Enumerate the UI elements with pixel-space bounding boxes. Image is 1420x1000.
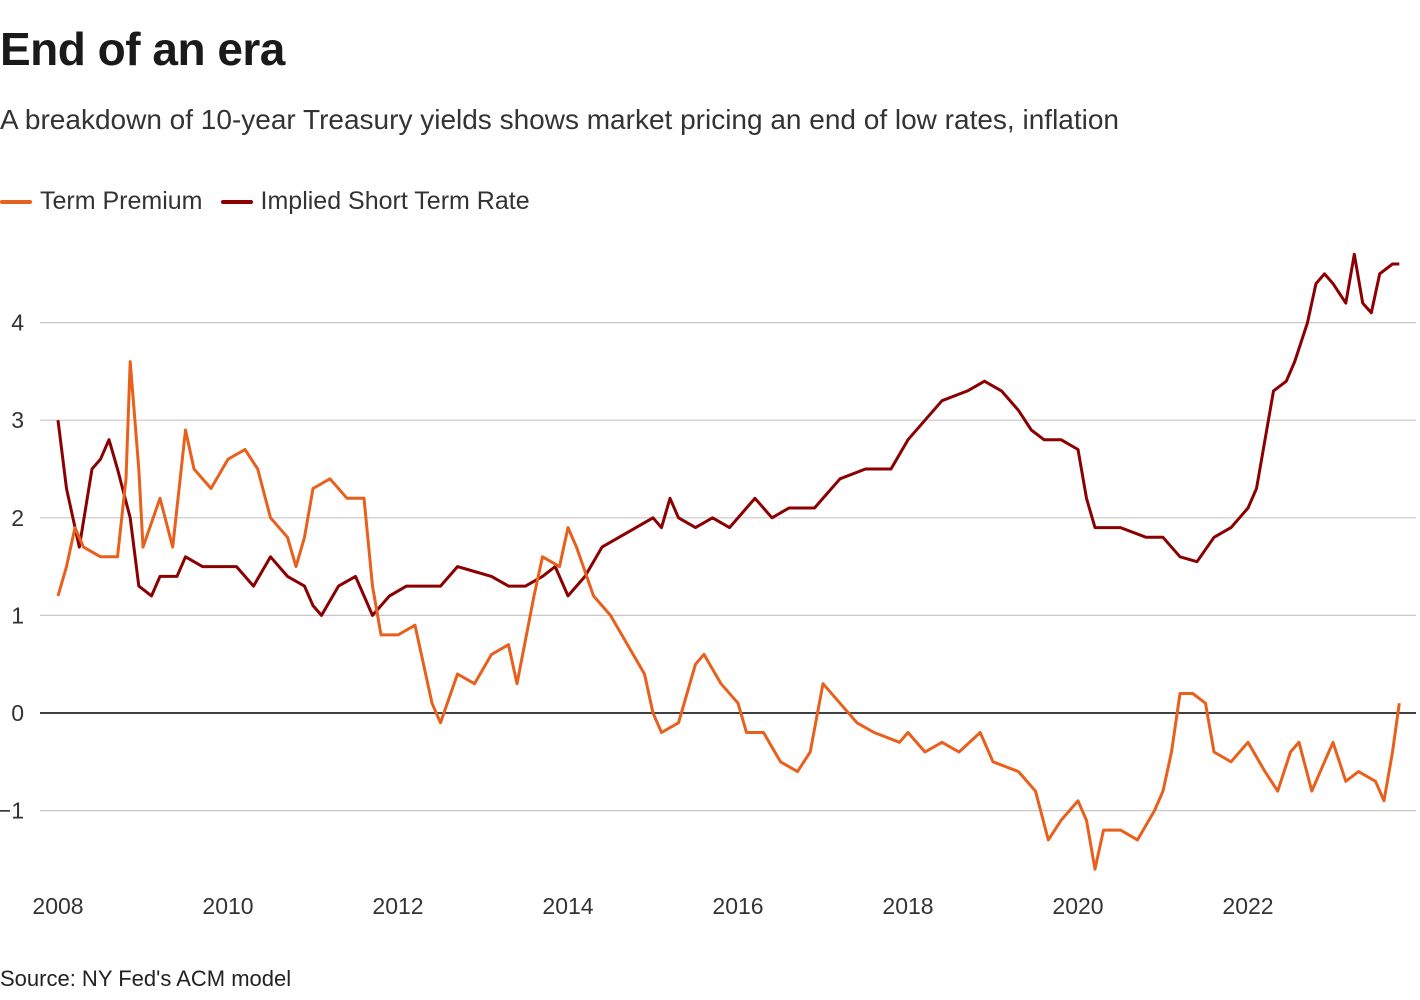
series-line-term-premium xyxy=(56,360,1401,871)
y-tick-label: 2 xyxy=(11,505,24,531)
x-tick-label: 2022 xyxy=(1222,893,1273,919)
y-tick-label: 1 xyxy=(11,602,24,628)
legend-item-implied-short-term-rate: Implied Short Term Rate xyxy=(220,187,530,216)
x-tick-label: 2018 xyxy=(882,893,933,919)
y-tick-label: −1 xyxy=(0,798,24,824)
legend-label: Term Premium xyxy=(40,187,203,215)
legend-swatch xyxy=(0,199,32,204)
x-tick-label: 2014 xyxy=(542,893,593,919)
series-line-implied-short-term-rate xyxy=(56,252,1400,617)
source-note: Source: NY Fed's ACM model xyxy=(0,966,292,991)
x-tick-label: 2012 xyxy=(372,893,423,919)
legend-item-term-premium: Term Premium xyxy=(0,187,203,216)
legend-swatch xyxy=(220,199,253,204)
y-tick-label: 4 xyxy=(11,310,24,336)
chart-title: End of an era xyxy=(0,23,285,75)
legend: Term Premium Implied Short Term Rate xyxy=(0,187,548,216)
chart-subtitle: A breakdown of 10-year Treasury yields s… xyxy=(0,104,1120,135)
x-tick-label: 2010 xyxy=(202,893,253,919)
x-tick-label: 2020 xyxy=(1052,893,1103,919)
y-tick-label: 3 xyxy=(11,407,24,433)
legend-label: Implied Short Term Rate xyxy=(260,187,530,215)
y-tick-label: 0 xyxy=(11,700,24,726)
x-tick-label: 2016 xyxy=(712,893,763,919)
x-tick-label: 2008 xyxy=(32,893,83,919)
